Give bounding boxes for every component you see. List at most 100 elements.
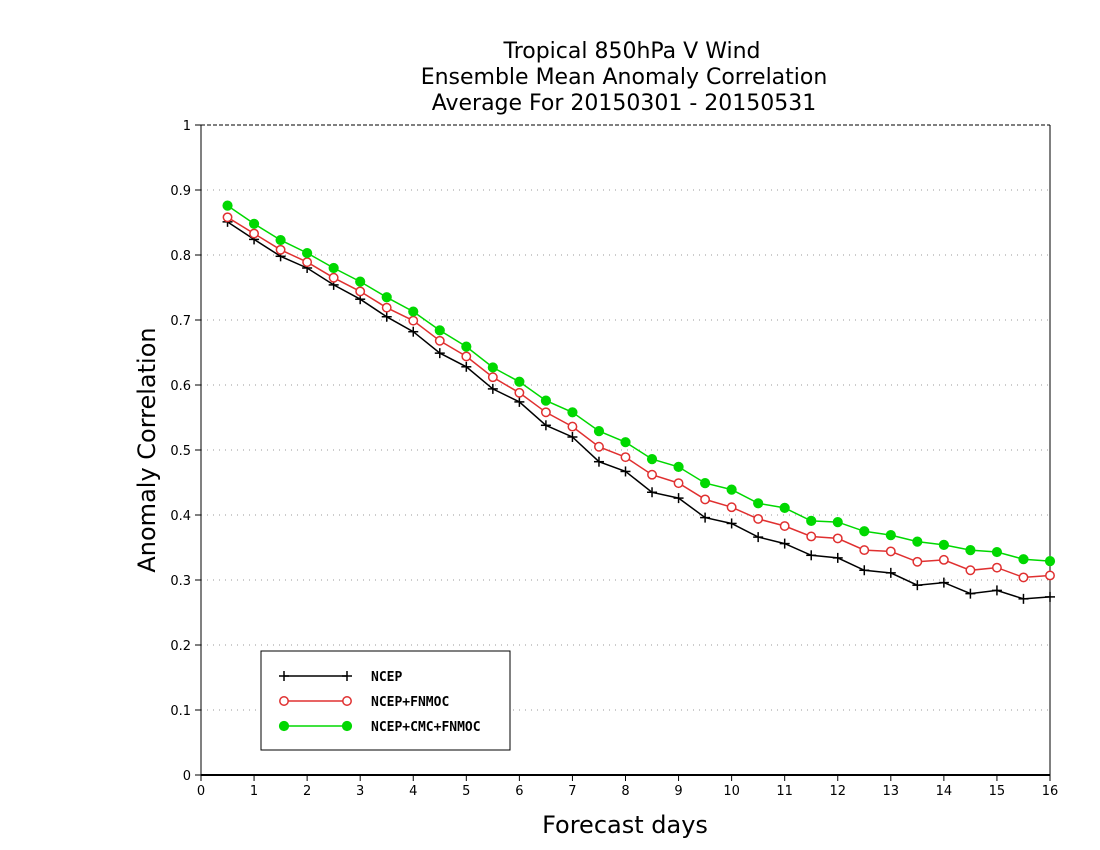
data-point-ncep-fnmoc-6 [381,302,392,313]
data-point-ncep-fnmoc-4 [328,272,339,283]
x-tick-label-12: 12 [829,784,846,799]
data-point-ncep-cmc-fnmoc-11 [514,376,525,387]
y-tick-label-9: 0.9 [170,184,191,199]
x-tick-label-2: 2 [303,784,311,799]
x-tick-label-6: 6 [515,784,523,799]
y-axis-label: Anomaly Correlation [133,327,161,572]
x-tick-label-10: 10 [723,784,740,799]
data-point-ncep-fnmoc-10 [487,372,498,383]
legend-marker-start-ncep-cmc-fnmoc [278,720,290,732]
axes: 00.10.20.30.40.50.60.70.80.910 1 2 3 4 5 6 7 8 9 1… [170,119,1058,799]
x-tick-label-14: 14 [936,784,953,799]
x-tick-label-7: 7 [568,784,576,799]
data-point-ncep-fnmoc-29 [991,562,1002,573]
data-point-ncep-cmc-fnmoc-5 [355,276,366,287]
y-tick-label-6: 0.6 [170,379,191,394]
series-ncep-cmc-fnmoc [222,200,1056,567]
legend: NCEP NCEP+FNMOC NCEP+CMC+FNMOC [260,650,511,751]
data-point-ncep-cmc-fnmoc-26 [912,536,923,547]
data-point-ncep-cmc-fnmoc-8 [434,325,445,336]
data-point-ncep-cmc-fnmoc-1 [248,218,260,229]
data-point-ncep-fnmoc-17 [673,478,684,489]
data-point-ncep-fnmoc-27 [938,554,949,565]
data-point-ncep-7 [408,326,419,337]
data-point-ncep-29 [991,585,1002,596]
data-point-ncep-30 [1018,593,1029,604]
x-tick-label-16: 16 [1042,784,1059,799]
legend-label-ncep: NCEP [371,670,402,685]
x-tick-label-1: 1 [250,784,258,799]
x-tick-label-5: 5 [462,784,470,799]
x-tick-label-8: 8 [621,784,629,799]
data-point-ncep-18 [700,512,711,523]
data-point-ncep-cmc-fnmoc-6 [381,292,392,303]
data-point-ncep-fnmoc-21 [779,521,790,531]
data-point-ncep-cmc-fnmoc-12 [540,395,552,406]
y-tick-label-0: 0 [183,769,191,784]
legend-item-ncep: NCEP [279,670,402,685]
data-point-ncep-cmc-fnmoc-24 [859,526,870,537]
title-line-1: Tropical 850hPa V Wind [502,39,760,64]
y-tick-label-1: 0.1 [170,704,191,719]
series-ncep-fnmoc [222,212,1055,583]
data-point-ncep-fnmoc-12 [540,407,551,418]
data-point-ncep-17 [673,493,684,504]
data-point-ncep-fnmoc-14 [594,441,604,452]
data-point-ncep-cmc-fnmoc-9 [461,341,472,352]
series-line-ncep-cmc-fnmoc [227,204,1051,562]
data-point-ncep-cmc-fnmoc-16 [646,454,658,465]
data-point-ncep-fnmoc-19 [726,502,737,513]
data-point-ncep-cmc-fnmoc-0 [222,200,233,211]
data-point-ncep-cmc-fnmoc-13 [567,407,578,418]
data-point-ncep-22 [806,550,817,561]
title-line-3: Average For 20150301 - 20150531 [432,91,817,116]
data-point-ncep-cmc-fnmoc-3 [302,247,313,259]
data-point-ncep-28 [965,588,976,599]
data-point-ncep-16 [647,487,658,498]
data-point-ncep-23 [832,552,843,563]
data-point-ncep-19 [726,518,737,529]
y-tick-label-4: 0.4 [170,509,191,524]
data-point-ncep-fnmoc-22 [806,531,817,542]
data-point-ncep-26 [912,580,923,591]
data-point-ncep-6 [381,311,392,322]
data-point-ncep-cmc-fnmoc-23 [832,517,843,528]
legend-marker-start-ncep [279,671,289,681]
data-point-ncep-fnmoc-16 [647,469,657,480]
data-point-ncep-cmc-fnmoc-25 [885,530,896,541]
data-point-ncep-fnmoc-1 [249,228,260,239]
data-point-ncep-14 [593,456,604,467]
data-point-ncep-cmc-fnmoc-7 [408,306,419,317]
x-tick-label-11: 11 [776,784,793,799]
data-point-ncep-fnmoc-18 [700,494,711,505]
data-point-ncep-8 [434,348,445,359]
data-point-ncep-fnmoc-9 [461,351,472,362]
data-point-ncep-fnmoc-24 [859,545,870,556]
data-point-ncep-fnmoc-7 [408,315,419,326]
data-point-ncep-cmc-fnmoc-10 [487,362,498,373]
data-point-ncep-fnmoc-31 [1045,570,1055,581]
data-point-ncep-fnmoc-13 [567,421,578,432]
legend-item-ncep-fnmoc: NCEP+FNMOC [279,695,449,710]
data-point-ncep-cmc-fnmoc-22 [806,515,817,526]
data-point-ncep-cmc-fnmoc-15 [620,437,631,448]
data-point-ncep-21 [779,538,790,549]
series [222,200,1056,604]
legend-marker-end-ncep [342,671,352,681]
data-point-ncep-cmc-fnmoc-28 [965,545,976,556]
data-point-ncep-cmc-fnmoc-27 [938,539,949,551]
data-point-ncep-cmc-fnmoc-17 [673,461,684,472]
grid [201,189,1050,711]
data-point-ncep-cmc-fnmoc-29 [991,546,1003,558]
x-tick-label-9: 9 [674,784,682,799]
legend-item-ncep-cmc-fnmoc: NCEP+CMC+FNMOC [278,720,481,735]
data-point-ncep-fnmoc-15 [620,452,631,463]
data-point-ncep-cmc-fnmoc-19 [726,484,737,495]
y-tick-label-10: 1 [183,119,191,134]
x-axis-label: Forecast days [542,811,708,839]
data-point-ncep-cmc-fnmoc-20 [753,498,764,509]
data-point-ncep-13 [567,432,578,442]
data-point-ncep-9 [461,361,472,372]
series-line-ncep-fnmoc [227,216,1051,579]
data-point-ncep-15 [620,466,631,477]
